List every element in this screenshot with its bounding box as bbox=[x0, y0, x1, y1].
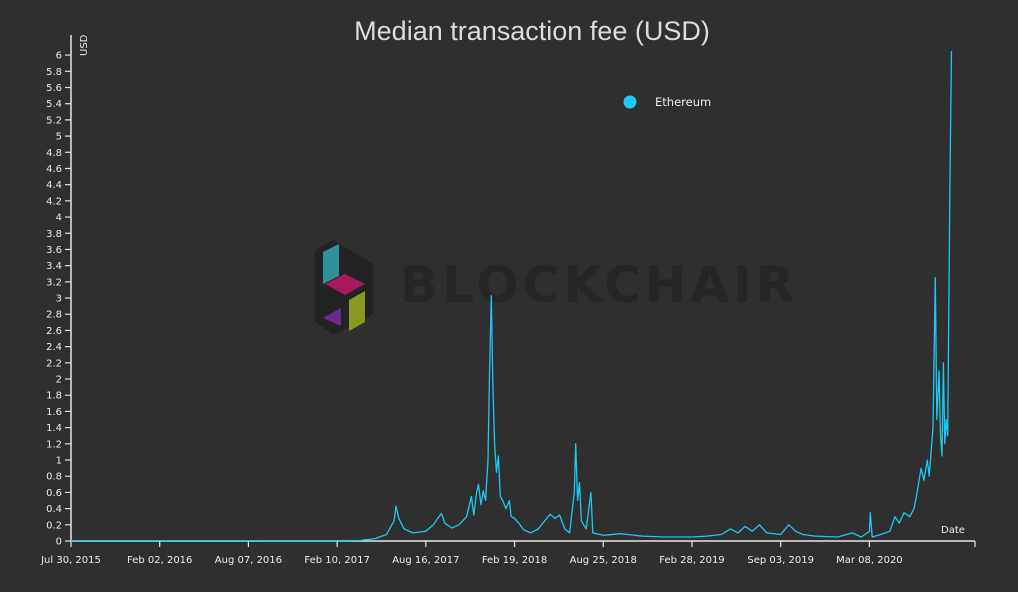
y-tick-label: 0.6 bbox=[46, 488, 62, 499]
x-tick-label: Aug 25, 2018 bbox=[570, 555, 637, 566]
y-tick-label: 2 bbox=[56, 375, 62, 386]
y-tick-label: 3.2 bbox=[46, 277, 62, 288]
x-axis-label: Date bbox=[941, 525, 965, 536]
logo-face-olive bbox=[349, 291, 365, 331]
watermark-text: BLOCKCHAIR bbox=[400, 256, 798, 314]
logo-face-teal bbox=[323, 244, 339, 284]
y-axis: 0 0.2 0.4 0.6 0.8 1 1.2 1.4 1.6 1.8 2 2.2 2.4 2.6 2.8 3… bbox=[46, 35, 72, 548]
y-tick-label: 3.6 bbox=[46, 245, 62, 256]
logo-face-magenta bbox=[325, 274, 365, 295]
y-tick-label: 0.8 bbox=[46, 472, 62, 483]
y-tick-label: 1 bbox=[56, 456, 62, 467]
x-axis: Jul 30, 2015 Feb 02, 2016 Aug 07, 2016 Feb … bbox=[40, 540, 976, 566]
y-tick-label: 2.8 bbox=[46, 310, 62, 321]
x-tick-label: Aug 07, 2016 bbox=[215, 555, 282, 566]
blockchair-logo-icon bbox=[315, 240, 373, 334]
y-tick-label: 3.8 bbox=[46, 229, 62, 240]
y-axis-label: USD bbox=[79, 34, 90, 56]
blockchair-watermark: BLOCKCHAIR bbox=[315, 240, 798, 334]
y-tick-label: 0 bbox=[56, 537, 62, 548]
y-tick-label: 1.8 bbox=[46, 391, 62, 402]
y-tick-label: 4.4 bbox=[46, 180, 62, 191]
y-tick-label: 3 bbox=[56, 294, 62, 305]
y-tick-label: 1.6 bbox=[46, 407, 62, 418]
y-tick-label: 6 bbox=[56, 51, 62, 62]
legend[interactable]: Ethereum bbox=[623, 95, 712, 109]
chart-title: Median transaction fee (USD) bbox=[354, 16, 710, 46]
logo-face-purple bbox=[323, 308, 341, 326]
x-tick-label: Feb 28, 2019 bbox=[659, 555, 724, 566]
legend-marker-ethereum bbox=[623, 95, 637, 109]
y-tick-label: 3.4 bbox=[46, 261, 62, 272]
x-tick-label: Feb 19, 2018 bbox=[482, 555, 547, 566]
y-tick-label: 2.6 bbox=[46, 326, 62, 337]
series-layer bbox=[71, 50, 953, 542]
y-tick-label: 5.6 bbox=[46, 83, 62, 94]
y-tick-label: 5.4 bbox=[46, 99, 62, 110]
series-line-ethereum bbox=[71, 50, 953, 542]
y-tick-label: 2.4 bbox=[46, 342, 62, 353]
y-tick-label: 4.6 bbox=[46, 164, 62, 175]
y-tick-label: 2.2 bbox=[46, 358, 62, 369]
x-tick-label: Feb 10, 2017 bbox=[304, 555, 369, 566]
y-tick-label: 1.4 bbox=[46, 423, 62, 434]
x-tick-label: Aug 16, 2017 bbox=[392, 555, 459, 566]
y-tick-label: 0.2 bbox=[46, 520, 62, 531]
x-tick-label: Jul 30, 2015 bbox=[40, 555, 101, 566]
x-tick-label: Feb 02, 2016 bbox=[127, 555, 192, 566]
x-tick-label: Mar 08, 2020 bbox=[836, 555, 903, 566]
y-tick-label: 5.8 bbox=[46, 67, 62, 78]
legend-label-ethereum: Ethereum bbox=[655, 95, 711, 109]
y-tick-label: 5.2 bbox=[46, 115, 62, 126]
x-tick-label: Sep 03, 2019 bbox=[747, 555, 814, 566]
y-tick-label: 5 bbox=[56, 132, 62, 143]
y-tick-label: 4.8 bbox=[46, 148, 62, 159]
y-tick-label: 1.2 bbox=[46, 439, 62, 450]
y-tick-label: 4 bbox=[56, 213, 62, 224]
y-tick-label: 4.2 bbox=[46, 196, 62, 207]
y-tick-label: 0.4 bbox=[46, 504, 62, 515]
